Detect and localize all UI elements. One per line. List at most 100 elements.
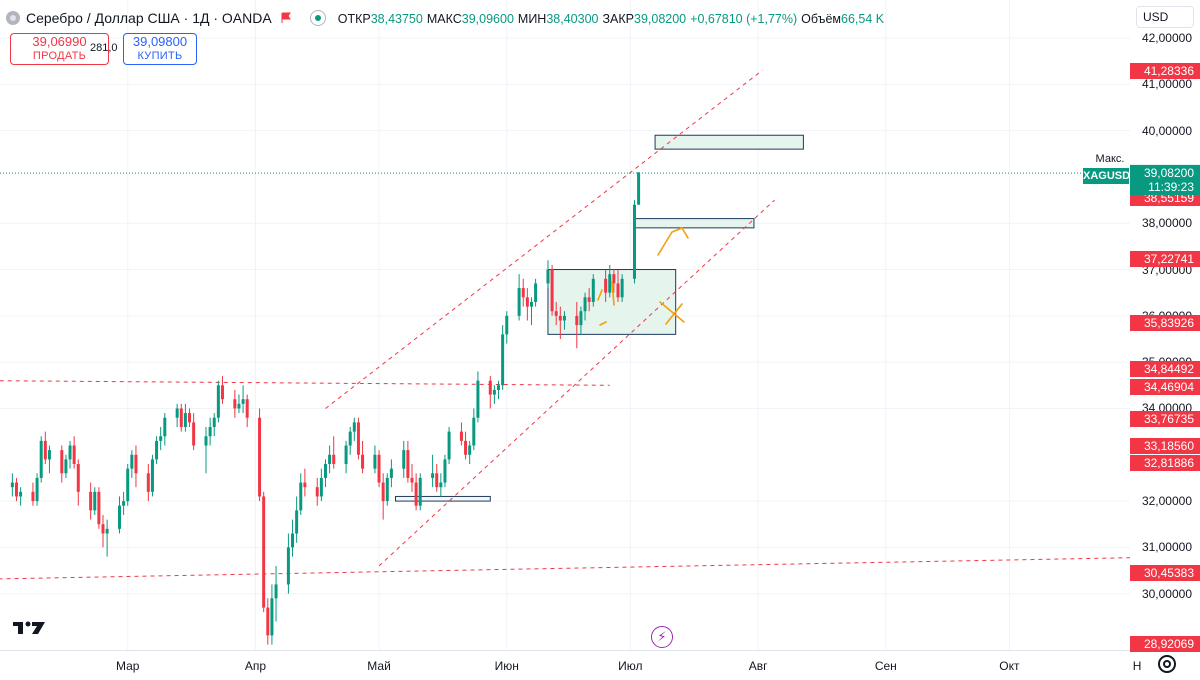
candle-body: [68, 445, 72, 460]
lightning-icon[interactable]: ⚡: [651, 626, 673, 648]
candle-body: [608, 274, 612, 293]
hand-drawn-mark: [659, 301, 685, 325]
candle-body: [443, 459, 447, 483]
candle-body: [361, 454, 365, 469]
candle-body: [14, 482, 18, 497]
candle-body: [332, 454, 336, 465]
flag-icon[interactable]: [280, 12, 292, 24]
market-status-icon[interactable]: [309, 10, 326, 26]
currency-button[interactable]: USD: [1136, 6, 1194, 28]
candle-body: [241, 399, 245, 404]
symbol-price-tag: XAGUSD: [1083, 168, 1131, 184]
candle-body: [410, 477, 414, 483]
candle-body: [620, 278, 624, 298]
candle-body: [550, 269, 554, 312]
price-level-tag: 28,92069: [1130, 635, 1200, 652]
channel-upper-line: [325, 70, 763, 409]
price-axis-label: 31,00000: [1141, 540, 1192, 555]
current-price-tag: 39,08200 11:39:23: [1130, 165, 1200, 196]
ohlc-values: ОТКР38,43750 МАКС39,09600 МИН38,40300 ЗАКР3…: [338, 11, 888, 26]
current-price: 39,08200: [1143, 166, 1194, 181]
candle-body: [323, 464, 327, 478]
candle-body: [10, 482, 14, 488]
price-level-tag: 35,83926: [1130, 315, 1200, 332]
target-zone-rect: [654, 134, 804, 150]
candle-body: [245, 399, 249, 418]
hand-drawn-mark: [657, 227, 689, 256]
candle-body: [286, 547, 290, 585]
candle-body: [89, 491, 93, 511]
ohlc-key: Объём: [801, 11, 841, 26]
month-label: Н: [1132, 659, 1142, 673]
candle-body: [525, 297, 529, 307]
sell-label: ПРОДАТЬ: [32, 50, 87, 62]
candle-body: [459, 431, 463, 441]
candle-body: [492, 389, 496, 395]
candle-body: [122, 501, 126, 506]
candle-body: [64, 459, 68, 474]
candle-body: [517, 288, 521, 316]
candle-body: [402, 450, 406, 469]
symbol-logo-icon: [6, 11, 20, 25]
sell-price: 39,06990: [32, 34, 87, 49]
candle-body: [159, 436, 163, 441]
candle-body: [97, 491, 101, 525]
candle-body: [126, 468, 130, 502]
price-level-tag: 32,81886: [1130, 455, 1200, 472]
candle-body: [616, 283, 620, 298]
candle-body: [183, 413, 187, 427]
candle-body: [583, 297, 587, 312]
month-label: Сен: [874, 659, 897, 673]
candle-body: [105, 528, 109, 534]
price-level-tag: 34,46904: [1130, 378, 1200, 395]
candle-body: [501, 334, 505, 386]
candle-body: [472, 417, 476, 446]
month-label: Авг: [748, 659, 768, 673]
candle-body: [233, 399, 237, 409]
settings-icon[interactable]: [1158, 655, 1176, 673]
candle-body: [435, 473, 439, 488]
candle-body: [315, 487, 319, 497]
candle-body: [47, 450, 51, 460]
ohlc-value: 39,08200: [634, 11, 687, 26]
candle-body: [439, 482, 443, 488]
candle-body: [637, 172, 641, 205]
candle-body: [220, 385, 224, 400]
price-level-tag: 33,76735: [1130, 411, 1200, 428]
candle-body: [130, 454, 134, 469]
candle-body: [237, 403, 241, 409]
candle-body: [579, 311, 583, 326]
sell-button[interactable]: 39,06990 ПРОДАТЬ: [10, 33, 109, 65]
candle-body: [464, 440, 468, 455]
symbol-title[interactable]: Серебро / Доллар США · 1Д · OANDA: [26, 10, 272, 26]
range-zone-rect: [547, 269, 677, 335]
price-level-tag: 41,28336: [1130, 63, 1200, 80]
candle-body: [505, 315, 509, 335]
candle-body: [319, 477, 323, 497]
lower-trend-line: [0, 557, 1130, 580]
candle-body: [150, 459, 154, 492]
month-label: Май: [367, 659, 391, 673]
ohlc-key: ЗАКР: [602, 11, 634, 26]
ohlc-key: МИН: [517, 11, 547, 26]
candle-body: [348, 431, 352, 446]
time-axis[interactable]: Мар Апр Май Июн Июл Авг Сен Окт Н: [0, 650, 1141, 680]
candle-body: [344, 445, 348, 465]
ohlc-value: +0,67810 (+1,77%): [690, 11, 798, 26]
buy-button[interactable]: 39,09800 КУПИТЬ: [123, 33, 197, 65]
candle-body: [39, 440, 43, 478]
candle-body: [488, 380, 492, 395]
price-chart[interactable]: [0, 0, 1130, 650]
candle-body: [60, 450, 64, 474]
ohlc-key: ОТКР: [337, 11, 371, 26]
buy-price: 39,09800: [132, 34, 188, 49]
candle-body: [93, 491, 97, 511]
candle-body: [270, 598, 274, 636]
candle-body: [356, 422, 360, 455]
price-level-tag: 33,18560: [1130, 438, 1200, 455]
price-level-tag: 34,84492: [1130, 361, 1200, 378]
buy-label: КУПИТЬ: [137, 50, 183, 62]
candle-body: [476, 380, 480, 418]
candle-body: [562, 315, 566, 321]
